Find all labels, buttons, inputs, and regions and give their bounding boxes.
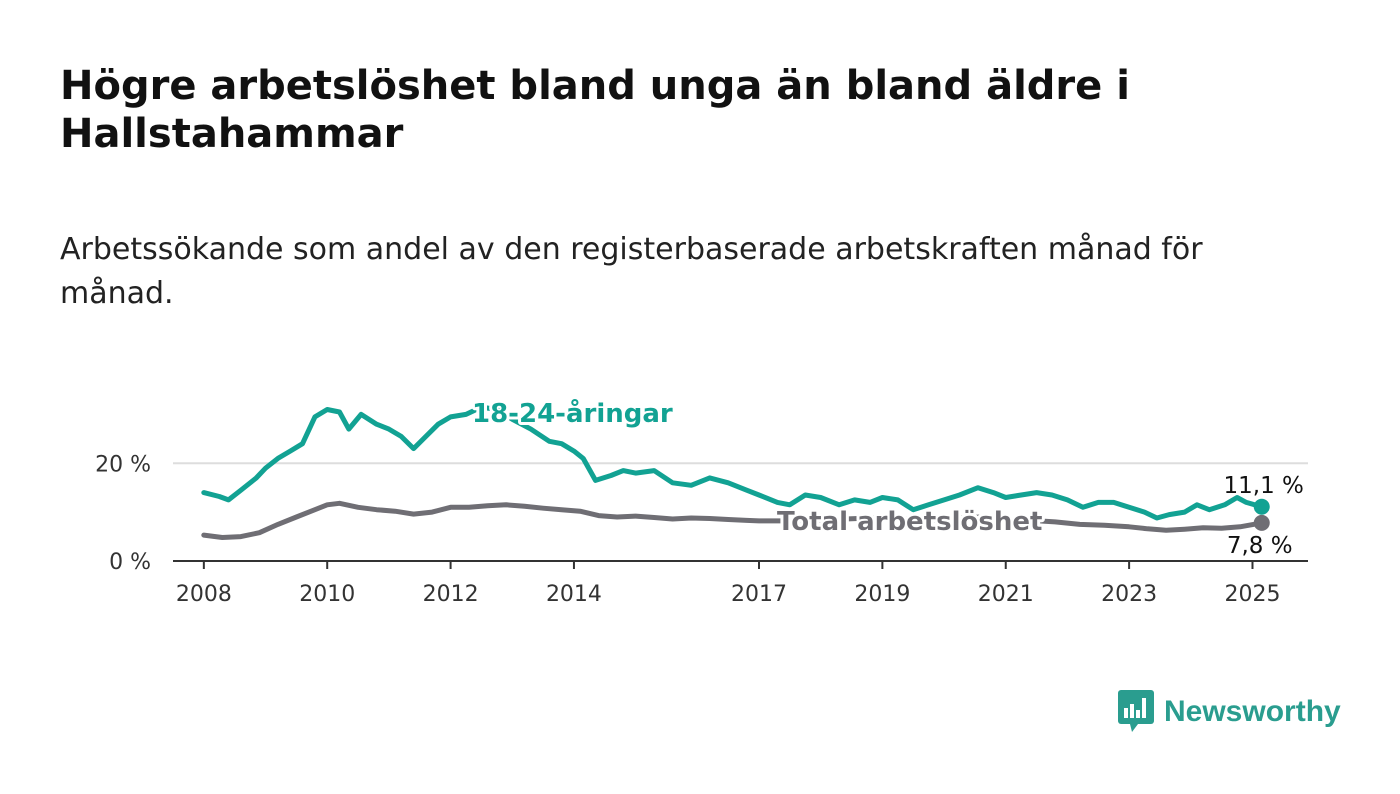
series-lines	[201, 404, 1270, 540]
chart-title: Högre arbetslöshet bland unga än bland ä…	[60, 63, 1130, 157]
x-tick-label: 2014	[546, 582, 602, 607]
series-line	[201, 404, 1265, 521]
series-line	[201, 500, 1265, 540]
brand-logo: Newsworthy	[1118, 690, 1341, 734]
y-tick-label: 0 %	[109, 550, 151, 575]
axes: 0 % 20 % 2008 2010 2012 2014 2017 2019 2021 2023 2…	[95, 452, 1308, 607]
series-end-point	[1253, 498, 1270, 515]
series-end-point	[1253, 514, 1270, 531]
x-tick-label: 2025	[1224, 582, 1280, 607]
x-tick-label: 2021	[978, 582, 1034, 607]
series-label: Total arbetslöshet	[777, 507, 1042, 537]
x-tick-label: 2019	[854, 582, 910, 607]
data-label: 11,1 %	[1224, 473, 1304, 499]
data-label: 7,8 %	[1227, 533, 1293, 559]
series-labels: 18-24-åringar Total arbetslöshet 11,1 % 7,8…	[469, 394, 1304, 559]
y-tick-label: 20 %	[95, 452, 151, 477]
brand-name: Newsworthy	[1164, 695, 1341, 728]
x-tick-label: 2023	[1101, 582, 1157, 607]
x-tick-label: 2008	[176, 582, 232, 607]
x-tick-label: 2012	[423, 582, 479, 607]
series-label: 18-24-åringar	[472, 397, 673, 429]
x-tick-label: 2017	[731, 582, 787, 607]
chart-subtitle: Arbetssökande som andel av den registerb…	[60, 232, 1203, 311]
x-tick-label: 2010	[299, 582, 355, 607]
newsworthy-logo-icon	[1118, 690, 1154, 732]
